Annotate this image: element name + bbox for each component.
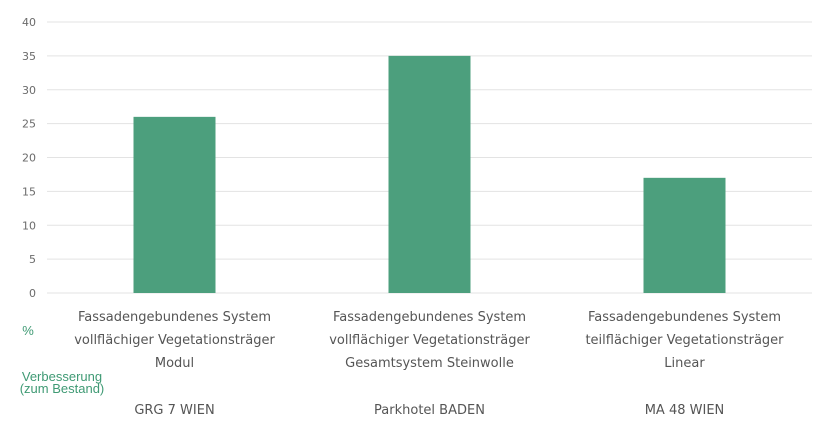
bar [643,177,726,293]
y-tick-label: 20 [22,152,36,165]
category-label: Fassadengebundenes System teilflächiger V… [585,310,784,371]
y-axis-label-line-1: Verbesserung [22,369,102,384]
bars [133,55,726,293]
y-axis-ticks: 0 5 10 15 20 25 30 35 40 [22,16,36,300]
y-tick-label: 40 [22,16,36,29]
location-label: MA 48 WIEN [645,403,725,418]
y-tick-label: 5 [29,253,36,266]
y-tick-label: 10 [22,219,36,232]
location-label: Parkhotel BADEN [374,403,485,418]
category-label: Fassadengebundenes System vollflächiger V… [74,310,275,371]
category-label: Fassadengebundenes System vollflächiger V… [329,310,530,371]
y-axis-unit: % [22,323,34,338]
y-tick-label: 35 [22,50,36,63]
y-axis-label-line-2: (zum Bestand) [20,381,105,396]
y-tick-label: 15 [22,185,36,198]
y-tick-label: 0 [29,287,36,300]
y-tick-label: 25 [22,118,36,131]
y-tick-label: 30 [22,84,36,97]
location-label: GRG 7 WIEN [134,403,214,418]
location-labels: GRG 7 WIEN Parkhotel BADEN MA 48 WIEN [134,403,724,418]
bar [388,55,471,293]
bar [133,116,216,293]
category-labels: Fassadengebundenes System vollflächiger V… [74,310,784,371]
